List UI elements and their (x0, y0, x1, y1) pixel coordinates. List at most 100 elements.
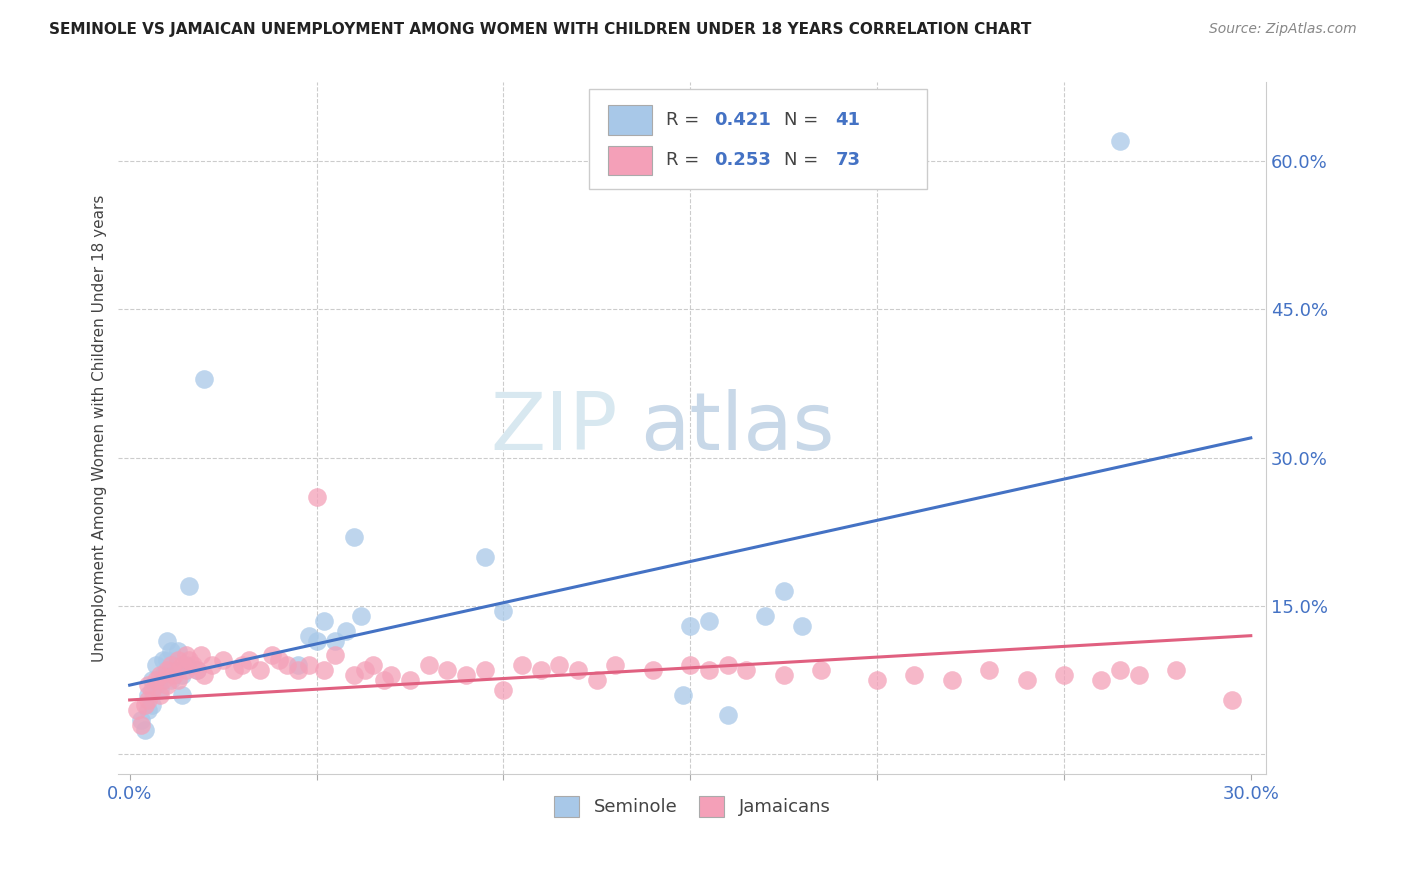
Point (323, 633, 346, 648)
Point (1090, 673, 1112, 688)
Point (152, 653, 174, 667)
Point (179, 579, 201, 593)
Point (170, 668, 193, 682)
Point (1164, 663, 1187, 677)
Point (605, 658, 627, 673)
Point (697, 614, 720, 628)
Text: SEMINOLE VS JAMAICAN UNEMPLOYMENT AMONG WOMEN WITH CHILDREN UNDER 18 YEARS CORRE: SEMINOLE VS JAMAICAN UNEMPLOYMENT AMONG … (49, 22, 1032, 37)
Y-axis label: Unemployment Among Women with Children Under 18 years: Unemployment Among Women with Children U… (93, 194, 107, 662)
Point (167, 643, 190, 657)
Text: ZIP: ZIP (491, 389, 617, 467)
Point (287, 658, 309, 673)
Point (343, 668, 366, 682)
Point (436, 663, 458, 677)
Point (238, 653, 260, 667)
Point (224, 663, 246, 677)
Text: R =: R = (665, 111, 704, 129)
Point (269, 653, 291, 667)
Point (145, 673, 167, 688)
Point (335, 624, 357, 638)
Point (287, 663, 309, 677)
Point (474, 663, 496, 677)
Point (138, 693, 160, 707)
Point (174, 648, 197, 663)
Point (679, 619, 702, 633)
Point (148, 688, 170, 702)
Point (735, 663, 758, 677)
FancyBboxPatch shape (589, 89, 928, 189)
Point (156, 633, 179, 648)
Point (249, 663, 271, 677)
Point (141, 673, 163, 688)
Text: 0.421: 0.421 (714, 111, 770, 129)
Point (866, 673, 889, 688)
Point (1220, 693, 1243, 707)
Point (492, 683, 515, 698)
Text: 41: 41 (835, 111, 860, 129)
Point (163, 668, 186, 682)
Point (492, 604, 515, 618)
Text: N =: N = (785, 151, 824, 169)
Point (134, 698, 156, 712)
Point (167, 653, 190, 667)
Point (193, 668, 215, 682)
Point (361, 658, 384, 673)
Point (380, 668, 402, 682)
Point (141, 683, 163, 698)
Point (903, 668, 925, 682)
Point (193, 371, 215, 385)
Point (792, 619, 814, 633)
Point (679, 658, 702, 673)
Point (156, 653, 179, 667)
Point (181, 658, 204, 673)
Point (979, 663, 1001, 677)
Point (772, 668, 794, 682)
Point (305, 633, 328, 648)
Point (474, 549, 496, 564)
Point (418, 658, 440, 673)
Point (174, 663, 197, 677)
Text: 73: 73 (835, 151, 860, 169)
Point (159, 673, 181, 688)
Point (156, 663, 179, 677)
Point (138, 678, 160, 692)
Point (134, 723, 156, 737)
Point (127, 703, 149, 717)
Point (585, 673, 607, 688)
Point (159, 643, 181, 657)
Point (697, 663, 720, 677)
Point (152, 673, 174, 688)
Point (1015, 673, 1038, 688)
Point (163, 663, 186, 677)
Point (323, 648, 346, 663)
Point (548, 658, 571, 673)
Point (716, 707, 738, 722)
Point (399, 673, 422, 688)
Text: 0.253: 0.253 (714, 151, 770, 169)
Point (312, 614, 335, 628)
Point (260, 648, 283, 663)
Point (145, 658, 167, 673)
Point (170, 688, 193, 702)
Point (276, 658, 298, 673)
Point (454, 668, 477, 682)
Point (354, 663, 377, 677)
Point (810, 663, 832, 677)
Point (186, 663, 208, 677)
Point (159, 658, 181, 673)
Point (530, 663, 553, 677)
Point (350, 608, 373, 623)
Point (138, 703, 160, 717)
Point (201, 658, 224, 673)
Point (772, 584, 794, 599)
Point (170, 658, 193, 673)
Text: R =: R = (665, 151, 704, 169)
Point (156, 678, 179, 692)
Point (1109, 663, 1132, 677)
Point (179, 653, 201, 667)
Point (567, 663, 589, 677)
Point (167, 673, 190, 688)
Point (1053, 668, 1076, 682)
Legend: Seminole, Jamaicans: Seminole, Jamaicans (547, 789, 838, 824)
Point (373, 673, 395, 688)
